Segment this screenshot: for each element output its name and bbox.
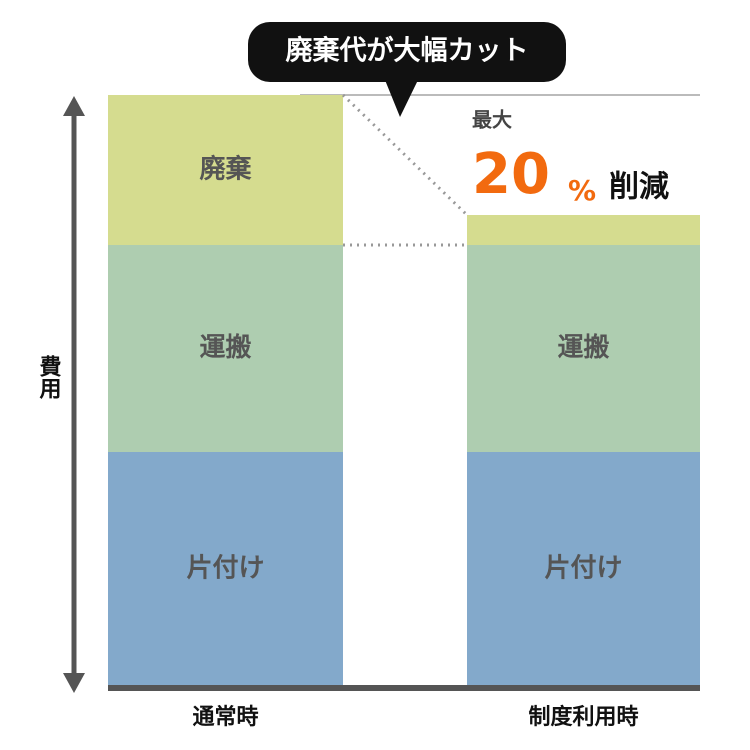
segment-label: 廃棄 xyxy=(199,154,252,185)
callout-box xyxy=(248,22,566,82)
bar-segment xyxy=(108,452,343,686)
segment-label: 片付け xyxy=(544,554,622,584)
x-tick-label: 通常時 xyxy=(192,704,258,730)
y-axis: 費用 xyxy=(36,96,85,693)
annotation-suffix: 削減 xyxy=(609,170,669,205)
bar-segment xyxy=(467,245,700,452)
x-tick-label: 制度利用時 xyxy=(528,704,638,730)
connector xyxy=(341,93,469,217)
annotation-number: 20 xyxy=(472,142,550,207)
segment-label: 運搬 xyxy=(557,332,609,363)
callout-text: 廃棄代が大幅カット xyxy=(286,35,529,67)
annotation-unit: % xyxy=(568,174,596,207)
bar-segment xyxy=(108,245,343,452)
bar-segment xyxy=(108,95,343,245)
arrow-head xyxy=(63,673,85,693)
annotation-prefix: 最大 xyxy=(472,108,512,132)
segment-label: 運搬 xyxy=(199,332,251,363)
y-axis-label: 費用 xyxy=(36,355,62,400)
arrow-head xyxy=(63,96,85,116)
bar-segment xyxy=(467,215,700,245)
callout-pointer xyxy=(385,80,418,117)
segment-label: 片付け xyxy=(186,554,264,584)
callout: 廃棄代が大幅カット xyxy=(248,22,566,117)
bar-segment xyxy=(467,452,700,686)
